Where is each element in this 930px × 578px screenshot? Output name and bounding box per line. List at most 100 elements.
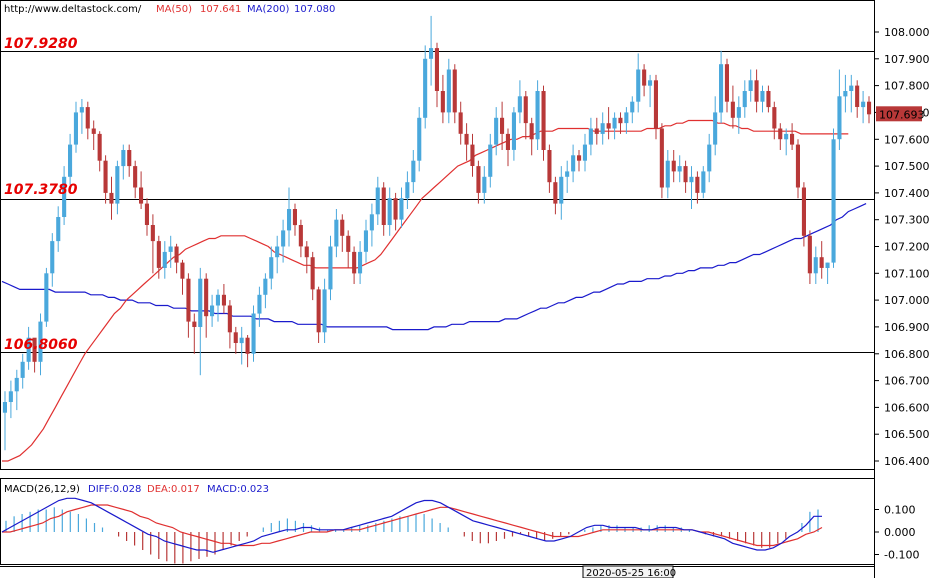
candle-body	[417, 117, 422, 161]
candle-body	[541, 91, 546, 150]
price-tick-label: 106.600	[884, 401, 930, 414]
candle-body	[713, 112, 718, 145]
candle-body	[831, 139, 836, 263]
candle-body	[73, 112, 78, 145]
candle-body	[103, 160, 108, 193]
macd-name: MACD(26,12,9)	[4, 484, 80, 495]
price-tick-label: 106.400	[884, 455, 930, 468]
candle-body	[156, 241, 161, 268]
ma200-label: MA(200)	[247, 4, 289, 15]
candle-body	[363, 230, 368, 252]
candle-body	[588, 128, 593, 145]
candle-body	[677, 166, 682, 172]
price-tick-label: 107.000	[884, 294, 930, 307]
candle-body	[488, 144, 493, 177]
header-url[interactable]: http://www.deltastock.com/	[4, 4, 142, 15]
candle-body	[843, 91, 848, 97]
candle-body	[204, 278, 209, 317]
candle-body	[582, 144, 587, 161]
level-label-bottom: 106.8060	[4, 337, 78, 353]
candle-body	[186, 278, 191, 322]
candle-body	[334, 219, 339, 247]
candle-body	[790, 133, 795, 145]
candle-body	[434, 48, 439, 91]
candle-body	[772, 107, 777, 129]
candle-body	[748, 80, 753, 91]
candle-body	[482, 176, 487, 193]
candle-body	[281, 230, 286, 247]
candle-body	[245, 337, 250, 354]
candle-body	[630, 101, 635, 113]
candle-body	[423, 58, 428, 118]
candle-body	[328, 246, 333, 290]
candle-body	[127, 150, 132, 167]
candle-body	[257, 294, 262, 314]
candle-body	[287, 209, 292, 231]
candle-body	[559, 176, 564, 204]
candle-body	[68, 144, 73, 177]
ma200-value: 107.080	[294, 4, 335, 15]
candle-body	[133, 166, 138, 188]
candle-body	[346, 235, 351, 252]
candle-body	[304, 246, 309, 258]
candle-body	[411, 160, 416, 183]
candle-body	[636, 69, 641, 102]
price-tick-label: 107.100	[884, 267, 930, 280]
candle-body	[476, 166, 481, 193]
candle-body	[292, 209, 297, 226]
candle-body	[14, 377, 19, 392]
candle-body	[298, 225, 303, 247]
candle-body	[393, 198, 398, 220]
macd-tick-label: 0.100	[884, 504, 916, 517]
candle-body	[606, 123, 611, 129]
level-label-top: 107.9280	[4, 36, 78, 52]
price-tick-label: 106.700	[884, 375, 930, 388]
candle-body	[269, 257, 274, 279]
candle-body	[32, 337, 37, 362]
candle-body	[624, 112, 629, 124]
candle-body	[381, 187, 386, 225]
candlesticks	[2, 15, 872, 451]
candle-body	[150, 225, 155, 242]
candle-body	[340, 219, 345, 236]
price-tick-label: 106.800	[884, 348, 930, 361]
candle-body	[91, 128, 96, 134]
candle-body	[494, 117, 499, 145]
candle-body	[784, 133, 789, 140]
candle-body	[85, 107, 90, 129]
ma50-label: MA(50)	[156, 4, 192, 15]
candle-body	[825, 262, 830, 268]
candle-body	[239, 337, 244, 344]
time-cursor-label: 2020-05-25 16:00	[586, 568, 676, 578]
candle-body	[227, 305, 232, 333]
candle-body	[801, 187, 806, 236]
candle-body	[612, 117, 617, 129]
candle-body	[275, 246, 280, 258]
macd-dea-label: DEA:0.017	[147, 484, 200, 495]
price-tick-label: 107.600	[884, 133, 930, 146]
candle-body	[310, 257, 315, 290]
candle-body	[867, 101, 872, 115]
candle-body	[399, 198, 404, 220]
macd-value-label: MACD:0.023	[207, 484, 269, 495]
macd-diff-label: DIFF:0.028	[88, 484, 141, 495]
candle-body	[2, 402, 7, 413]
candle-body	[210, 305, 215, 317]
candle-body	[62, 176, 67, 217]
candle-body	[369, 214, 374, 231]
candle-body	[736, 107, 741, 118]
macd-diff-line	[1, 497, 822, 553]
candle-body	[653, 80, 658, 129]
candle-body	[742, 91, 747, 108]
price-tick-label: 107.300	[884, 214, 930, 227]
candle-body	[754, 80, 759, 102]
candle-body	[109, 192, 114, 204]
price-tick-label: 107.900	[884, 53, 930, 66]
candle-body	[358, 251, 363, 274]
candle-body	[855, 85, 860, 107]
candle-body	[470, 144, 475, 166]
candle-body	[648, 80, 653, 86]
candle-body	[689, 176, 694, 183]
candle-body	[251, 313, 256, 354]
